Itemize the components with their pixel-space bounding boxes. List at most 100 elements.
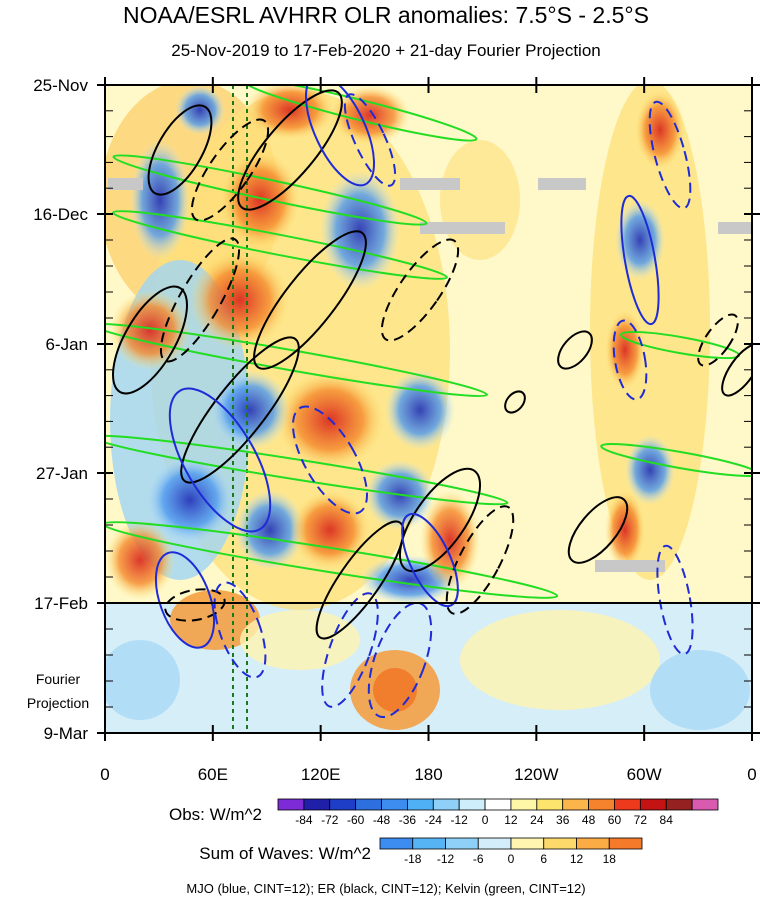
colorbar-swatch (445, 837, 479, 850)
colorbar-swatch (277, 798, 305, 811)
colorbar-tick-label: -18 (404, 852, 422, 866)
anomaly-area (235, 490, 305, 570)
anomaly-area (220, 150, 300, 250)
anomaly-area (440, 140, 520, 260)
anomaly-area (373, 668, 417, 712)
colorbar-tick-label: 6 (540, 852, 547, 866)
anomaly-area (145, 455, 235, 545)
projection-label-line1: Fourier (36, 671, 81, 687)
chart-footer: MJO (blue, CINT=12); ER (black, CINT=12)… (186, 881, 585, 896)
anomaly-area (385, 370, 455, 450)
er-contour (445, 505, 515, 615)
anomaly-area (175, 85, 225, 135)
anomaly-area (210, 370, 290, 450)
colorbar-tick-label: 48 (582, 813, 596, 827)
er-contour (398, 467, 482, 573)
chart-title: NOAA/ESRL AVHRR OLR anomalies: 7.5°S - 2… (123, 2, 649, 28)
obs-colorbar-label: Obs: W/m^2 (169, 805, 262, 824)
er-contour (315, 520, 405, 640)
kelvin-contour (105, 521, 559, 599)
projection-label-line2: Projection (27, 695, 89, 711)
colorbar-tick-label: 0 (482, 813, 489, 827)
mjo-contour (620, 194, 660, 326)
colorbar-tick-label: 84 (660, 813, 674, 827)
anomaly-area (130, 140, 190, 260)
colorbar-swatch (303, 798, 331, 811)
anomaly-area (635, 90, 685, 170)
anomaly-area (240, 610, 360, 670)
er-contour (190, 118, 270, 222)
anomaly-area (460, 610, 660, 710)
colorbar-swatch (355, 798, 382, 811)
anomaly-area (105, 640, 180, 720)
colorbar-swatch (381, 798, 408, 811)
x-tick-label: 120W (514, 765, 558, 784)
shaded-field (105, 85, 752, 733)
mjo-contour (648, 100, 692, 210)
colorbar-tick-label: -36 (399, 813, 417, 827)
mjo-contour (401, 512, 459, 608)
anomaly-area (320, 170, 400, 290)
x-axis-labels: 0 60E 120E 180 120W 60W 0 (100, 765, 756, 784)
colorbar-swatch (639, 798, 667, 811)
colorbar-swatch (379, 837, 414, 850)
y-tick-label: 9-Mar (44, 724, 89, 743)
anomaly-area (605, 310, 645, 390)
er-contour (504, 390, 526, 414)
chart-subtitle: 25-Nov-2019 to 17-Feb-2020 + 21-day Four… (171, 41, 601, 60)
colorbar-swatch (691, 798, 719, 811)
y-tick-label: 25-Nov (33, 76, 88, 95)
mjo-contour (213, 581, 267, 679)
colorbar-swatch (484, 798, 512, 811)
er-contour (253, 230, 367, 370)
colorbar-tick-label: -84 (295, 813, 313, 827)
colorbar-swatch (562, 798, 589, 811)
waves-colorbar-label: Sum of Waves: W/m^2 (199, 844, 371, 863)
colorbar-swatch (432, 798, 460, 811)
missing-data (595, 560, 665, 572)
y-tick-label: 17-Feb (34, 594, 88, 613)
colorbar-swatch (329, 798, 357, 811)
mjo-contour (304, 85, 376, 187)
waves-colorbar: -18 -12 -6 0 6 12 18 (379, 837, 643, 866)
kelvin-contour (112, 210, 448, 280)
colorbar-tick-label: -72 (321, 813, 339, 827)
colorbar-tick-label: 72 (634, 813, 648, 827)
colorbar-swatch (412, 837, 446, 850)
kelvin-contour (105, 322, 488, 398)
colorbar-tick-label: 60 (608, 813, 622, 827)
colorbar-tick-label: -48 (373, 813, 391, 827)
colorbar-swatch (588, 798, 615, 811)
colorbar-tick-label: 0 (508, 852, 515, 866)
anomaly-area (650, 650, 750, 730)
y-tick-label: 27-Jan (36, 464, 88, 483)
colorbar-tick-label: -60 (347, 813, 365, 827)
mjo-contour (612, 319, 648, 401)
x-tick-label: 180 (414, 765, 442, 784)
x-tick-label: 0 (100, 765, 109, 784)
anomaly-area (420, 490, 480, 590)
colorbar-tick-label: -12 (451, 813, 469, 827)
er-contour (159, 237, 241, 363)
mjo-contour (154, 551, 216, 649)
colorbar-swatch (536, 798, 564, 811)
mjo-contour (292, 405, 368, 515)
anomaly-area (605, 490, 645, 570)
er-contour (567, 496, 629, 564)
anomaly-area (110, 290, 190, 370)
missing-data (718, 222, 752, 234)
er-contour (380, 238, 460, 342)
obs-colorbar: -84 -72 -60 -48 -36 -24 -12 0 12 24 36 48 60 72 84 (277, 798, 719, 827)
missing-data (400, 178, 460, 190)
axis-ticks (97, 77, 760, 741)
missing-data (420, 222, 505, 234)
er-contour (147, 104, 213, 196)
anomaly-area (625, 435, 675, 505)
anomaly-area (615, 200, 665, 280)
colorbar-swatch (576, 837, 610, 850)
colorbar-tick-label: 24 (530, 813, 544, 827)
er-contour (237, 89, 343, 211)
er-contour (557, 330, 593, 370)
er-contour (180, 336, 300, 484)
colorbar-swatch (608, 837, 643, 850)
